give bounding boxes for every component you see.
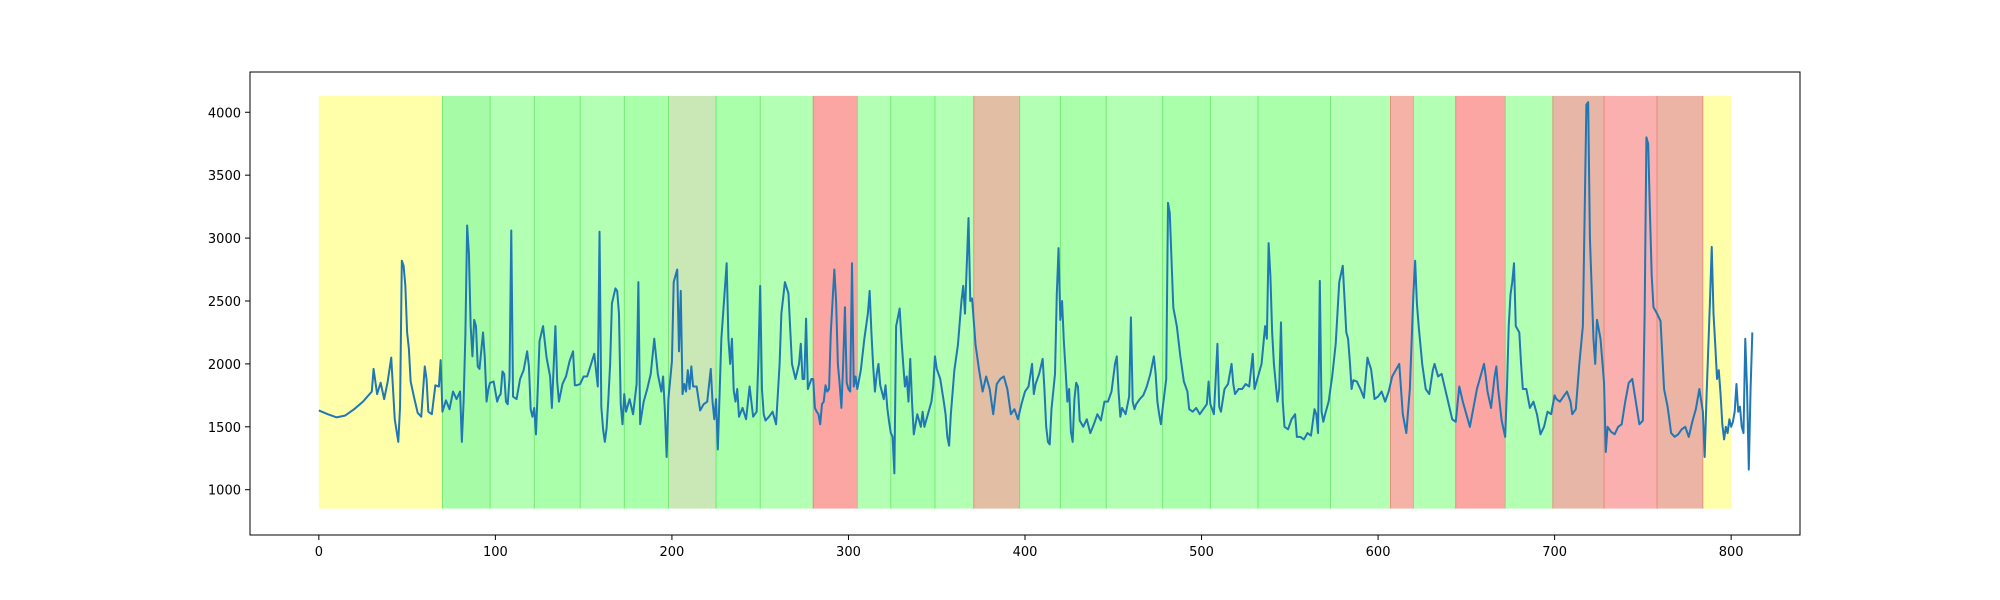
band-17 bbox=[1162, 95, 1211, 509]
band-21 bbox=[1390, 95, 1414, 509]
x-tick-label-0: 0 bbox=[315, 545, 323, 560]
y-tick-label-3000: 3000 bbox=[208, 232, 241, 247]
x-tick-label-600: 600 bbox=[1366, 545, 1391, 560]
x-tick-label-700: 700 bbox=[1542, 545, 1567, 560]
x-tick-label-500: 500 bbox=[1189, 545, 1214, 560]
x-tick-label-200: 200 bbox=[660, 545, 685, 560]
x-axis: 0 100 200 300 400 500 600 700 800 bbox=[315, 535, 1744, 560]
x-tick-label-300: 300 bbox=[836, 545, 861, 560]
band-25 bbox=[1552, 95, 1605, 509]
band-20 bbox=[1330, 95, 1391, 509]
y-tick-label-4000: 4000 bbox=[208, 106, 241, 121]
band-8 bbox=[760, 95, 814, 509]
band-28 bbox=[1702, 95, 1732, 509]
band-4 bbox=[580, 95, 625, 509]
band-6 bbox=[668, 95, 717, 509]
band-16 bbox=[1106, 95, 1163, 509]
band-5 bbox=[624, 95, 669, 509]
band-12 bbox=[934, 95, 974, 509]
band-15 bbox=[1060, 95, 1107, 509]
band-27 bbox=[1657, 95, 1703, 509]
band-22 bbox=[1413, 95, 1456, 509]
y-tick-label-1000: 1000 bbox=[208, 484, 241, 499]
band-18 bbox=[1210, 95, 1259, 509]
x-tick-label-100: 100 bbox=[483, 545, 508, 560]
y-tick-label-3500: 3500 bbox=[208, 169, 241, 184]
series-layer bbox=[318, 101, 1754, 475]
series-line-0 bbox=[318, 101, 1754, 475]
band-7 bbox=[716, 95, 761, 509]
band-0 bbox=[318, 95, 443, 509]
band-3 bbox=[534, 95, 581, 509]
x-tick-label-800: 800 bbox=[1719, 545, 1744, 560]
y-tick-label-2500: 2500 bbox=[208, 295, 241, 310]
band-10 bbox=[857, 95, 891, 509]
bands-layer bbox=[318, 95, 1732, 509]
band-14 bbox=[1019, 95, 1061, 509]
y-tick-label-2000: 2000 bbox=[208, 358, 241, 373]
band-23 bbox=[1455, 95, 1506, 509]
band-11 bbox=[890, 95, 935, 509]
y-tick-label-1500: 1500 bbox=[208, 421, 241, 436]
x-tick-label-400: 400 bbox=[1013, 545, 1038, 560]
band-19 bbox=[1258, 95, 1331, 509]
band-24 bbox=[1505, 95, 1553, 509]
y-axis: 1000 1500 2000 2500 3000 3500 4000 bbox=[208, 106, 250, 499]
band-13 bbox=[973, 95, 1020, 509]
